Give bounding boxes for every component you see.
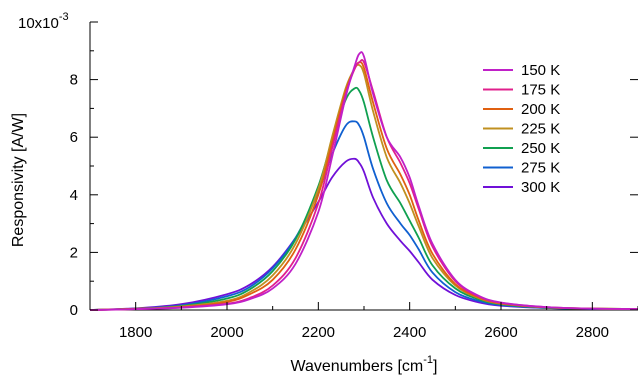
y-tick-label-0: 0 (70, 302, 78, 319)
legend-label-200k: 200 K (521, 101, 560, 118)
legend-label-225k: 225 K (521, 121, 560, 138)
x-axis-title-exponent: -1 (423, 354, 433, 366)
y-axis-title-text: Responsivity [A/W] (10, 113, 27, 247)
series-line-200k (89, 61, 638, 311)
x-axis-title: Wavenumbers [cm-1] (290, 354, 437, 375)
series-line-150k (89, 51, 638, 311)
y-multiplier-base: 10x10 (18, 15, 59, 32)
y-multiplier-label: 10x10-3 (18, 11, 69, 32)
x-axis-title-text: Wavenumbers [cm (290, 358, 423, 375)
series-lines (89, 51, 638, 311)
legend-label-300k: 300 K (521, 179, 560, 196)
legend: 150 K 175 K 200 K 225 K 250 K 275 K 300 K (483, 62, 560, 196)
series-line-300k (89, 157, 638, 311)
x-tick-label-2800: 2800 (576, 324, 609, 341)
x-axis-title-suffix: ] (433, 358, 437, 375)
x-tick-label-1800: 1800 (119, 324, 152, 341)
x-tick-label-2600: 2600 (484, 324, 517, 341)
legend-label-250k: 250 K (521, 140, 560, 157)
legend-label-275k: 275 K (521, 160, 560, 177)
x-tick-label-2000: 2000 (210, 324, 243, 341)
x-axis-ticks: 1800 2000 2200 2400 2600 2800 (89, 302, 638, 341)
series-line-250k (89, 86, 638, 311)
y-axis-title: Responsivity [A/W] (10, 113, 27, 247)
legend-label-175k: 175 K (521, 82, 560, 99)
series-line-275k (89, 120, 638, 311)
y-multiplier-exponent: -3 (59, 11, 69, 23)
y-tick-label-2: 2 (70, 244, 78, 261)
y-axis-ticks: 0 2 4 6 8 (70, 21, 638, 319)
x-tick-label-2400: 2400 (393, 324, 426, 341)
legend-label-150k: 150 K (521, 62, 560, 79)
y-tick-label-8: 8 (70, 72, 78, 89)
y-tick-label-4: 4 (70, 187, 78, 204)
y-tick-label-6: 6 (70, 129, 78, 146)
x-tick-label-2200: 2200 (302, 324, 335, 341)
